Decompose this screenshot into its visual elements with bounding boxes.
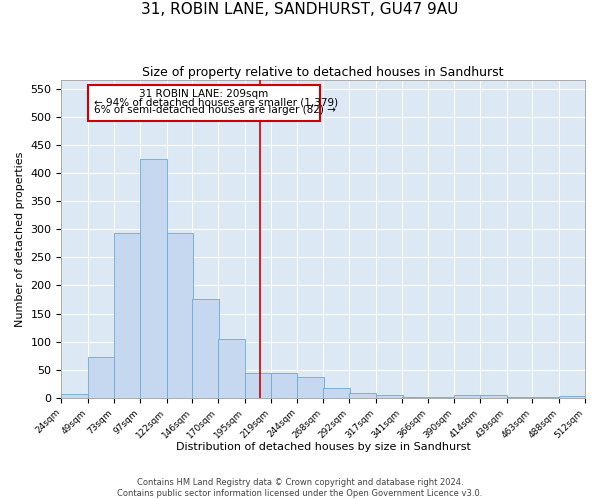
Text: ← 94% of detached houses are smaller (1,379): ← 94% of detached houses are smaller (1,… — [94, 97, 338, 107]
Text: 31, ROBIN LANE, SANDHURST, GU47 9AU: 31, ROBIN LANE, SANDHURST, GU47 9AU — [142, 2, 458, 18]
Bar — [298, 376, 324, 398]
Text: Contains HM Land Registry data © Crown copyright and database right 2024.
Contai: Contains HM Land Registry data © Crown c… — [118, 478, 482, 498]
Bar — [349, 394, 376, 398]
Bar — [61, 394, 88, 398]
Bar — [193, 300, 219, 398]
Y-axis label: Number of detached properties: Number of detached properties — [15, 152, 25, 326]
Bar — [454, 395, 481, 398]
Text: 31 ROBIN LANE: 209sqm: 31 ROBIN LANE: 209sqm — [139, 89, 269, 99]
Bar — [323, 388, 350, 398]
Bar — [167, 233, 193, 398]
Bar — [271, 372, 298, 398]
Bar — [218, 339, 245, 398]
Text: 6% of semi-detached houses are larger (82) →: 6% of semi-detached houses are larger (8… — [94, 105, 335, 115]
Bar — [480, 395, 506, 398]
Bar — [559, 396, 586, 398]
Title: Size of property relative to detached houses in Sandhurst: Size of property relative to detached ho… — [142, 66, 504, 79]
Bar — [114, 233, 141, 398]
FancyBboxPatch shape — [88, 84, 320, 120]
Bar — [376, 395, 403, 398]
X-axis label: Distribution of detached houses by size in Sandhurst: Distribution of detached houses by size … — [176, 442, 470, 452]
Bar — [140, 159, 167, 398]
Bar — [245, 372, 272, 398]
Bar — [88, 358, 115, 398]
